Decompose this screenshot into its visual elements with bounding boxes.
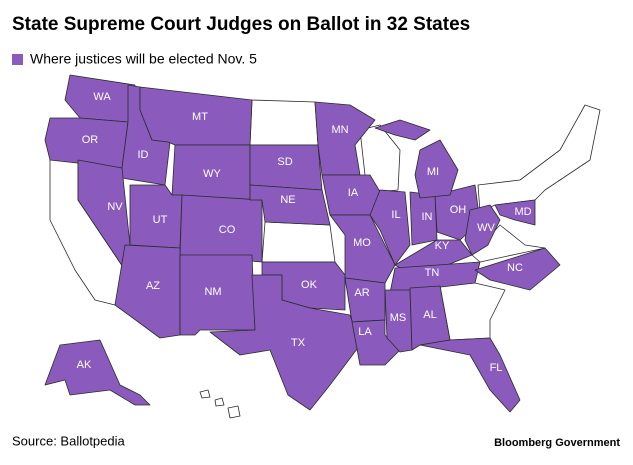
state-shape <box>374 119 431 141</box>
state-label: WY <box>203 168 221 180</box>
state-label: MI <box>427 166 439 178</box>
state-shape <box>464 204 501 256</box>
state-shape <box>344 277 386 323</box>
state-label: ID <box>138 149 149 161</box>
state-shape <box>419 337 521 413</box>
state-label: TN <box>425 267 440 279</box>
title: State Supreme Court Judges on Ballot in … <box>12 14 470 35</box>
state-shape <box>44 339 151 406</box>
state-label: IA <box>348 187 359 199</box>
state-label: SD <box>277 156 292 168</box>
state-label: LA <box>358 326 372 338</box>
state-shape <box>384 289 413 353</box>
state-label: FL <box>490 362 503 374</box>
state-label: AZ <box>146 280 160 292</box>
state-shape <box>139 86 253 146</box>
state-shape <box>477 104 601 213</box>
state-label: AK <box>77 359 92 371</box>
state-shape <box>249 184 331 226</box>
state-label: OK <box>301 279 318 291</box>
state-label: NC <box>507 262 523 274</box>
state-label: IN <box>422 211 433 223</box>
state-label: MO <box>353 237 371 249</box>
state-label: NM <box>204 286 221 298</box>
state-label: NV <box>107 201 123 213</box>
state-shape <box>227 405 241 419</box>
state-label: CO <box>219 224 236 236</box>
state-shape <box>249 99 319 146</box>
state-label: WV <box>477 222 495 234</box>
legend-swatch <box>12 54 23 65</box>
state-shape <box>439 282 506 341</box>
state-label: OR <box>82 134 99 146</box>
state-labels: WA OR ID MT WY SD MN NV UT CO NE IA IL IN OH MI KY WV MD AZ… <box>77 91 532 374</box>
source: Source: Ballotpedia <box>12 433 126 448</box>
state-shape <box>179 254 256 336</box>
state-label: AL <box>423 309 436 321</box>
state-label: MT <box>192 111 208 123</box>
state-shape <box>261 221 336 263</box>
state-shape <box>114 244 181 339</box>
state-label: TX <box>291 337 306 349</box>
state-shape <box>389 261 481 294</box>
state-label: OH <box>450 204 467 216</box>
state-label: NE <box>280 194 295 206</box>
state-shape <box>474 247 561 291</box>
state-label: UT <box>153 214 168 226</box>
state-shape <box>214 397 225 407</box>
state-label: AR <box>354 287 369 299</box>
brand: Bloomberg Government <box>494 437 620 449</box>
state-label: IL <box>391 209 400 221</box>
state-label: MS <box>390 312 407 324</box>
state-label: WA <box>93 91 111 103</box>
state-label: MN <box>331 124 348 136</box>
elected-states <box>44 74 561 413</box>
state-shape <box>414 139 459 199</box>
state-shape <box>494 199 536 226</box>
state-shape <box>199 389 211 399</box>
state-label: MD <box>514 206 531 218</box>
state-shape <box>209 274 361 411</box>
state-shape <box>314 101 376 176</box>
state-label: KY <box>435 240 450 252</box>
legend-label: Where justices will be elected Nov. 5 <box>30 51 257 67</box>
